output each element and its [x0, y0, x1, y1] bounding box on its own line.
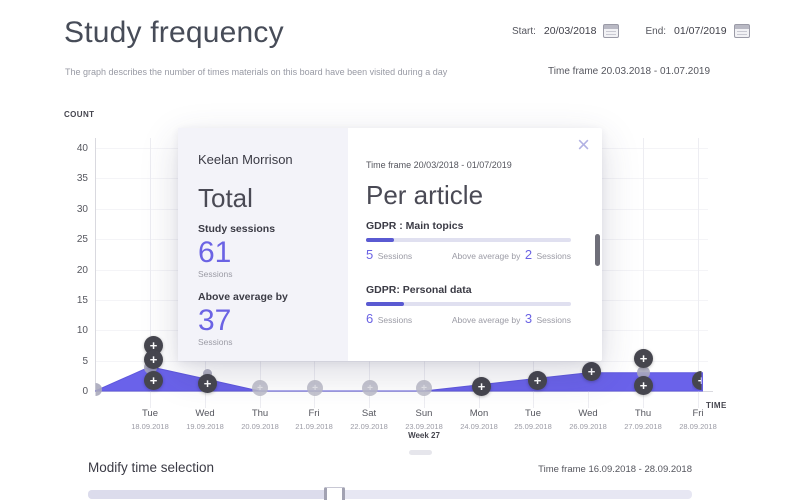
- study-sessions-value: 61: [198, 236, 232, 269]
- zero-session-marker: +: [362, 380, 378, 396]
- y-tick: 10: [76, 325, 88, 336]
- study-sessions-label: Study sessions: [198, 223, 276, 235]
- modal-per-article-panel: Time frame 20/03/2018 - 01/07/2019 Per a…: [348, 128, 602, 361]
- add-session-button[interactable]: +: [528, 371, 547, 390]
- article-above-unit: Sessions: [536, 315, 572, 325]
- article-sessions-value: 5: [366, 247, 374, 262]
- time-range-slider[interactable]: [88, 487, 692, 500]
- article-above-text: Above average by: [451, 251, 521, 261]
- add-session-button[interactable]: +: [144, 371, 163, 390]
- y-axis-title: COUNT: [64, 110, 95, 119]
- article-name: GDPR : Main topics: [366, 220, 464, 232]
- footer-time-frame: Time frame 16.09.2018 - 28.09.2018: [538, 464, 692, 475]
- data-point-dot: [203, 369, 212, 378]
- add-session-button[interactable]: +: [692, 371, 702, 390]
- add-session-button[interactable]: +: [582, 362, 601, 381]
- article-above-unit: Sessions: [536, 251, 572, 261]
- article-sessions-unit: Sessions: [377, 315, 413, 325]
- per-article-heading: Per article: [366, 180, 484, 210]
- date-range-controls: Start: 20/03/2018 End: 01/07/2019: [512, 24, 750, 38]
- close-icon[interactable]: ×: [577, 132, 590, 157]
- page-title: Study frequency: [64, 16, 284, 49]
- y-tick: 15: [76, 295, 88, 306]
- article-progress-bar: [366, 302, 571, 306]
- x-tick-day: Fri 28.09.2018: [658, 138, 738, 431]
- above-average-value: 37: [198, 304, 232, 337]
- modal-scrollbar[interactable]: [595, 234, 600, 266]
- article-row: GDPR : Main topics 5 Sessions Above aver…: [366, 220, 580, 264]
- scroll-indicator: [409, 450, 432, 455]
- end-date-value[interactable]: 01/07/2019: [674, 25, 727, 37]
- article-above-value: 2: [524, 247, 533, 262]
- y-axis-line: [95, 138, 96, 392]
- start-date-value[interactable]: 20/03/2018: [543, 25, 597, 37]
- above-average-unit: Sessions: [198, 337, 233, 347]
- modal-time-frame: Time frame 20/03/2018 - 01/07/2019: [366, 160, 512, 170]
- add-session-button[interactable]: +: [634, 349, 653, 368]
- start-date-label: Start:: [512, 25, 536, 37]
- y-tick: 40: [76, 143, 88, 154]
- calendar-icon[interactable]: [733, 24, 750, 38]
- data-point-dot: [637, 366, 650, 379]
- slider-handle[interactable]: [324, 487, 345, 500]
- slider-selected-range: [88, 490, 326, 499]
- article-name: GDPR: Personal data: [366, 284, 472, 296]
- add-session-button[interactable]: +: [198, 374, 217, 393]
- add-session-button[interactable]: +: [144, 350, 163, 369]
- modify-time-title: Modify time selection: [88, 460, 215, 475]
- chart-description: The graph describes the number of times …: [65, 67, 448, 77]
- y-tick: 35: [76, 173, 88, 184]
- y-tick: 25: [76, 234, 88, 245]
- x-axis-title: TIME: [706, 401, 727, 410]
- calendar-icon[interactable]: [603, 24, 620, 38]
- student-detail-modal: Keelan Morrison Total Study sessions 61 …: [178, 128, 602, 361]
- modal-total-panel: Keelan Morrison Total Study sessions 61 …: [178, 128, 348, 361]
- article-above-text: Above average by: [451, 315, 521, 325]
- x-tick-day: Thu 27.09.2018: [603, 138, 683, 431]
- y-tick: 5: [82, 356, 88, 367]
- article-sessions-unit: Sessions: [377, 251, 413, 261]
- y-tick: 30: [76, 204, 88, 215]
- article-sessions-value: 6: [366, 311, 374, 326]
- y-tick: 0: [82, 386, 88, 397]
- total-heading: Total: [198, 183, 253, 213]
- study-sessions-unit: Sessions: [198, 269, 233, 279]
- x-tick-day: Tue 18.09.2018: [110, 138, 190, 431]
- article-progress-bar: [366, 238, 571, 242]
- zero-session-marker: +: [307, 380, 323, 396]
- end-date-label: End:: [645, 25, 667, 37]
- data-point-dot: [95, 383, 102, 396]
- zero-session-marker: +: [252, 380, 268, 396]
- add-session-button[interactable]: +: [472, 377, 491, 396]
- week-annotation: Week 27: [408, 431, 440, 440]
- zero-session-marker: +: [416, 380, 432, 396]
- add-session-button[interactable]: +: [634, 376, 653, 395]
- student-name: Keelan Morrison: [198, 152, 293, 167]
- above-average-label: Above average by: [198, 291, 288, 303]
- y-tick: 20: [76, 265, 88, 276]
- article-row: GDPR: Personal data 6 Sessions Above ave…: [366, 284, 580, 328]
- header-time-frame: Time frame 20.03.2018 - 01.07.2019: [548, 66, 710, 77]
- article-above-value: 3: [524, 311, 533, 326]
